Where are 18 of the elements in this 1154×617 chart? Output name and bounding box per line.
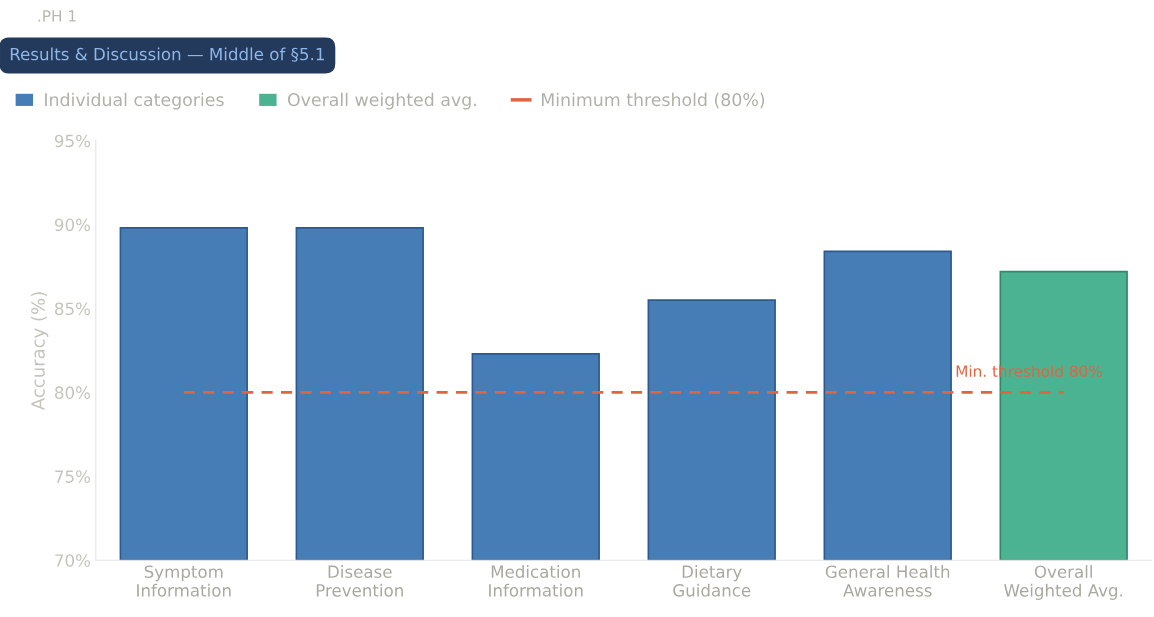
y-tick-label: 90%: [54, 218, 90, 232]
y-tick-label: 85%: [55, 302, 90, 316]
text: .PH 1: [38, 10, 76, 22]
x-tick-label: Symptom Information: [137, 565, 231, 597]
legend-label: Minimum threshold (80%): [541, 92, 765, 109]
x-tick-label: General Health Awareness: [825, 565, 950, 597]
y-tick-label: 80%: [55, 386, 90, 399]
y-axis-title: Accuracy (%): [30, 292, 49, 411]
x-tick-label: Overall Weighted Avg.: [1004, 565, 1123, 600]
legend-label: Individual categories: [45, 92, 224, 110]
legend-label: Overall weighted avg.: [287, 92, 476, 110]
x-tick-label: Disease Prevention: [316, 565, 403, 597]
x-tick-label: Medication Information: [489, 565, 583, 597]
y-tick-label: 75%: [55, 470, 90, 483]
chart-title: Results & Discussion — Middle of §5.1: [10, 47, 324, 62]
y-tick-label: 70%: [55, 554, 90, 567]
x-tick-label: Dietary Guidance: [673, 565, 751, 597]
y-tick-label: 95%: [54, 134, 90, 148]
